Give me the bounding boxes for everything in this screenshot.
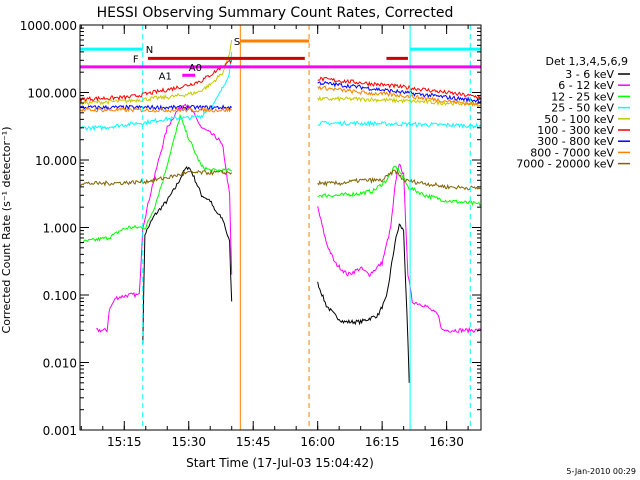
series-line-4-seg-0 — [79, 39, 233, 106]
legend-label-2: 12 - 25 keV — [551, 90, 614, 103]
series-line-4-seg-1 — [317, 95, 482, 107]
legend-label-4: 50 - 100 keV — [544, 113, 614, 126]
legend-label-1: 6 - 12 keV — [558, 79, 614, 92]
flag-label-a1: A1 — [159, 71, 172, 82]
series-line-2-seg-1 — [317, 165, 482, 207]
series-line-3-seg-0 — [79, 51, 233, 132]
x-tick-label: 15:45 — [236, 435, 271, 449]
series-line-8-seg-0 — [79, 168, 233, 187]
legend-label-5: 100 - 300 keV — [537, 124, 614, 137]
plot-area — [79, 25, 482, 430]
y-tick-label: 100.000 — [27, 87, 77, 101]
flag-label-f: F — [133, 54, 139, 65]
x-tick-label: 15:30 — [171, 435, 206, 449]
series-line-8-seg-1 — [317, 169, 482, 191]
legend-label-7: 800 - 7000 keV — [530, 146, 614, 159]
series-line-1-seg-0 — [96, 103, 233, 333]
series-line-2-seg-0 — [79, 113, 232, 244]
y-tick-label: 10.000 — [35, 154, 77, 168]
flag-bars: NF S A0 A1 — [80, 37, 481, 82]
series-line-6-seg-0 — [79, 104, 233, 112]
series-line-0-seg-0 — [142, 166, 233, 345]
series-line-5-seg-0 — [79, 59, 233, 103]
y-tick-label: 1000.000 — [20, 19, 77, 33]
x-axis-label: Start Time (17-Jul-03 15:04:42) — [186, 456, 374, 470]
y-tick-label: 0.100 — [43, 289, 77, 303]
series-line-6-seg-1 — [317, 81, 482, 104]
y-tick-label: 0.001 — [43, 424, 77, 438]
legend-label-0: 3 - 6 keV — [565, 68, 614, 81]
series-line-1-seg-1 — [317, 163, 482, 334]
series-line-7-seg-0 — [79, 106, 233, 114]
flag-label-a0: A0 — [189, 63, 202, 74]
flag-label-s: S — [234, 37, 240, 48]
x-tick-label: 16:00 — [300, 435, 335, 449]
legend-title: Det 1,3,4,5,6,9 — [545, 55, 628, 68]
y-axis-label: Corrected Count Rate (s⁻¹ detector⁻¹) — [0, 127, 13, 334]
flag-label-n: N — [146, 45, 153, 56]
y-tick-label: 0.010 — [43, 357, 77, 371]
legend-label-6: 300 - 800 keV — [537, 135, 614, 148]
series-line-5-seg-1 — [317, 76, 482, 100]
axes: 1000.000 100.000 10.000 1.000 0.100 0.010 0.00… — [20, 19, 482, 449]
series-line-7-seg-1 — [317, 85, 482, 107]
x-tick-label: 15:15 — [107, 435, 142, 449]
footer-date: 5-Jan-2010 00:29 — [566, 467, 636, 476]
chart-title: HESSI Observing Summary Count Rates, Cor… — [97, 5, 454, 21]
x-tick-label: 16:30 — [429, 435, 464, 449]
x-tick-label: 16:15 — [365, 435, 400, 449]
plot-frame — [79, 24, 482, 431]
legend-label-3: 25 - 50 keV — [551, 102, 614, 115]
y-tick-label: 1.000 — [43, 222, 77, 236]
legend-label-8: 7000 - 20000 keV — [516, 158, 614, 171]
series-line-0-seg-1 — [317, 223, 410, 383]
series-line-3-seg-1 — [317, 120, 482, 129]
